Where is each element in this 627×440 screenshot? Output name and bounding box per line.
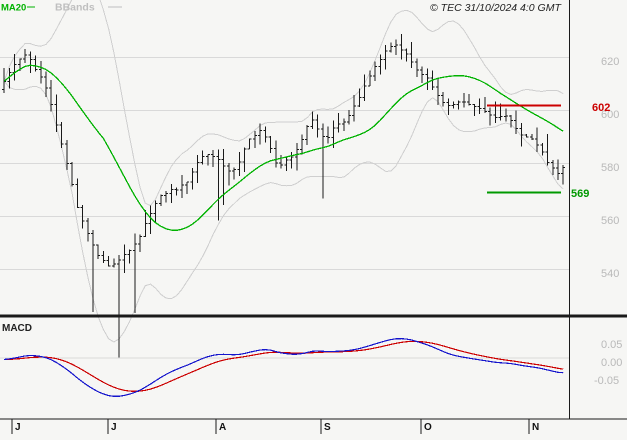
svg-text:N: N — [532, 422, 539, 433]
svg-text:-0.05: -0.05 — [594, 375, 619, 387]
svg-text:569: 569 — [571, 188, 589, 200]
svg-text:© TEC 31/10/2024 4:0 GMT: © TEC 31/10/2024 4:0 GMT — [430, 2, 562, 14]
svg-text:620: 620 — [601, 56, 619, 68]
svg-text:O: O — [424, 422, 432, 433]
svg-text:BBands: BBands — [55, 2, 95, 14]
svg-text:560: 560 — [601, 215, 619, 227]
svg-text:MA20: MA20 — [1, 3, 26, 14]
svg-text:0.05: 0.05 — [601, 339, 622, 351]
svg-text:540: 540 — [601, 268, 619, 280]
svg-text:580: 580 — [601, 162, 619, 174]
svg-text:J: J — [15, 422, 21, 433]
svg-text:S: S — [324, 422, 331, 433]
svg-text:602: 602 — [592, 102, 610, 114]
svg-text:A: A — [219, 422, 226, 433]
svg-text:0.00: 0.00 — [601, 357, 622, 369]
svg-text:MACD: MACD — [2, 323, 32, 334]
svg-text:J: J — [111, 422, 117, 433]
